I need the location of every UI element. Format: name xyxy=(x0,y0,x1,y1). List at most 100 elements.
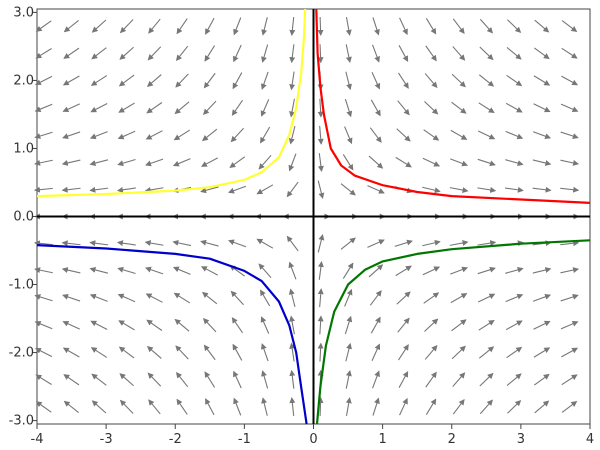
field-arrow xyxy=(317,342,324,362)
field-arrow xyxy=(367,239,385,248)
field-arrow xyxy=(89,240,109,247)
field-arrow xyxy=(34,267,53,274)
field-arrow xyxy=(258,154,272,170)
field-arrow xyxy=(317,288,324,308)
field-arrow xyxy=(477,158,496,167)
field-arrow xyxy=(231,99,244,116)
field-arrow xyxy=(202,318,217,333)
field-arrow xyxy=(561,47,578,59)
field-arrow xyxy=(91,47,107,60)
field-arrow xyxy=(317,261,324,280)
field-arrow xyxy=(260,99,270,117)
field-arrow xyxy=(200,266,219,276)
field-arrow xyxy=(317,125,324,145)
field-arrow xyxy=(172,158,191,167)
field-arrow xyxy=(175,45,189,62)
field-arrow xyxy=(424,344,438,360)
field-arrow xyxy=(561,20,578,33)
field-arrow xyxy=(479,399,493,415)
field-arrow xyxy=(345,342,352,362)
field-arrow xyxy=(33,186,53,193)
field-arrow xyxy=(202,291,218,305)
field-arrow xyxy=(394,239,413,247)
x-tick-label: 4 xyxy=(586,432,594,447)
field-arrow xyxy=(146,102,163,114)
field-arrow xyxy=(395,156,412,168)
field-arrow xyxy=(146,319,163,331)
field-arrow xyxy=(63,47,80,59)
field-arrow xyxy=(317,180,325,199)
field-arrow xyxy=(534,400,550,414)
field-arrow xyxy=(560,159,580,166)
field-arrow xyxy=(371,343,381,361)
field-arrow xyxy=(232,72,243,90)
field-arrow xyxy=(397,72,409,89)
field-arrow xyxy=(203,72,216,89)
field-arrow xyxy=(450,266,469,275)
field-arrow xyxy=(117,266,136,275)
field-arrow xyxy=(261,17,268,36)
field-arrow xyxy=(533,103,551,113)
field-arrow xyxy=(261,397,268,416)
field-arrow xyxy=(230,127,244,143)
zero-axes xyxy=(37,9,590,424)
field-arrow xyxy=(231,317,244,334)
field-arrow xyxy=(533,320,551,330)
field-arrow xyxy=(560,267,580,274)
field-arrow xyxy=(35,401,52,413)
field-arrow xyxy=(478,74,495,87)
field-arrow xyxy=(145,130,163,140)
field-arrow xyxy=(35,20,52,32)
field-arrow xyxy=(504,186,524,193)
field-arrow xyxy=(398,370,409,388)
field-arrow xyxy=(425,45,437,62)
field-arrow xyxy=(369,127,382,143)
field-arrow xyxy=(205,17,215,35)
field-arrow xyxy=(119,399,134,414)
field-arrow xyxy=(345,17,352,36)
field-arrow xyxy=(452,46,466,61)
field-arrow xyxy=(63,400,79,414)
field-arrow xyxy=(119,19,134,34)
field-arrow xyxy=(147,46,162,61)
field-arrow xyxy=(422,157,441,167)
field-arrow xyxy=(561,400,578,413)
x-tick-label: 3 xyxy=(517,432,525,447)
field-arrow xyxy=(62,131,81,139)
field-arrow xyxy=(90,75,108,86)
field-arrow xyxy=(90,103,108,113)
field-arrow xyxy=(145,293,163,303)
field-arrow xyxy=(34,103,53,112)
vector-field xyxy=(33,16,580,417)
field-arrow xyxy=(368,264,384,278)
field-arrow xyxy=(396,291,411,305)
field-arrow xyxy=(560,186,580,193)
field-arrow xyxy=(200,157,219,167)
field-arrow xyxy=(289,17,296,36)
field-arrow xyxy=(317,315,324,335)
field-arrow xyxy=(175,371,189,388)
field-arrow xyxy=(372,17,380,36)
field-arrow xyxy=(395,265,412,277)
field-arrow xyxy=(232,343,243,361)
field-arrow xyxy=(452,398,465,415)
field-arrow xyxy=(34,294,53,302)
field-arrow xyxy=(423,129,440,141)
field-arrow xyxy=(203,344,216,361)
y-tick-label: -1.0 xyxy=(9,278,34,293)
x-tick-label: 0 xyxy=(309,432,317,447)
field-arrow xyxy=(507,19,522,33)
field-arrow xyxy=(228,185,247,194)
field-arrow xyxy=(340,183,356,196)
field-arrow xyxy=(450,158,469,167)
field-arrow xyxy=(205,398,215,416)
field-arrow xyxy=(372,397,380,416)
field-arrow xyxy=(260,126,271,144)
field-arrow xyxy=(368,155,384,169)
field-arrow xyxy=(144,187,164,193)
field-arrow xyxy=(478,319,495,331)
field-arrow xyxy=(317,98,324,118)
field-arrow xyxy=(477,240,497,247)
field-arrow xyxy=(90,347,108,358)
solution-curve-3 xyxy=(36,244,308,425)
